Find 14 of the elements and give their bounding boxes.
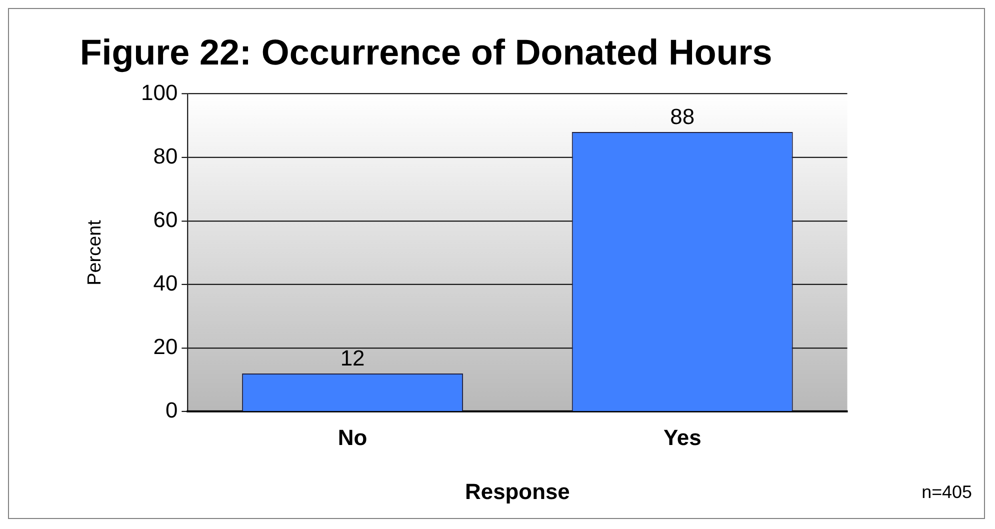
y-tick-label: 0 xyxy=(165,398,178,423)
y-tick-label: 40 xyxy=(153,270,178,296)
y-axis-title: Percent xyxy=(84,219,106,286)
y-tick-label: 80 xyxy=(153,143,178,168)
y-tick-label: 20 xyxy=(153,334,178,360)
x-axis-title: Response xyxy=(465,478,570,504)
y-tick-label: 60 xyxy=(153,207,178,232)
data-label: 12 xyxy=(340,346,365,371)
x-tick-label: Yes xyxy=(663,424,702,450)
y-tick-label: 100 xyxy=(141,80,178,105)
text: n=405 xyxy=(922,482,972,502)
x-tick-label: No xyxy=(338,424,368,450)
data-label: 88 xyxy=(670,104,695,130)
chart-title: Figure 22: Occurrence of Donated Hours xyxy=(80,32,772,72)
